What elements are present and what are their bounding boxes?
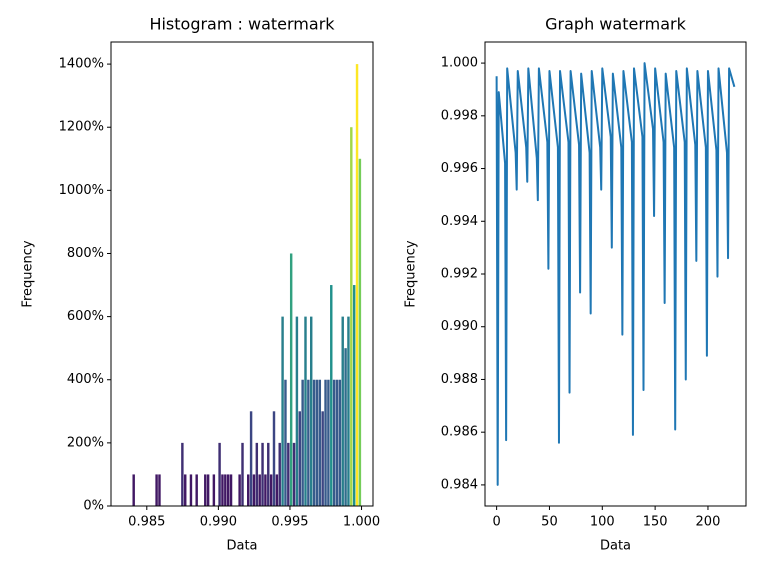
y-tick-label: 0.990 <box>441 319 478 334</box>
x-tick-label: 0.985 <box>128 515 165 530</box>
bar <box>307 379 310 506</box>
x-tick-label: 150 <box>643 515 668 530</box>
y-tick-label: 0.996 <box>441 161 478 176</box>
y-axis-label: Frequency <box>404 240 419 307</box>
bar <box>218 442 221 506</box>
bar <box>252 474 256 506</box>
bar <box>195 474 198 506</box>
bar <box>278 442 281 506</box>
bar <box>229 474 233 506</box>
bar <box>255 442 259 506</box>
bar <box>261 442 264 506</box>
y-tick-label: 1400% <box>59 57 104 72</box>
bar <box>327 379 330 506</box>
y-tick-label: 0.988 <box>441 372 478 387</box>
y-tick-label: 600% <box>67 309 104 324</box>
bar <box>238 474 241 506</box>
bar <box>304 316 307 506</box>
line-series <box>495 62 736 486</box>
bar <box>312 379 316 506</box>
bar <box>295 316 299 506</box>
x-tick-label: 100 <box>590 515 615 530</box>
bar <box>247 474 250 506</box>
bar <box>184 474 187 506</box>
bar <box>212 474 216 506</box>
y-tick-label: 0.998 <box>441 108 478 123</box>
axes-frame <box>110 41 374 507</box>
bar <box>258 474 261 506</box>
bar <box>298 411 301 506</box>
chart-title: Graph watermark <box>545 15 686 34</box>
bar <box>347 316 350 506</box>
y-tick-label: 0.994 <box>441 214 478 229</box>
y-tick-label: 0% <box>83 499 104 514</box>
bar <box>155 474 158 506</box>
bar <box>341 316 344 506</box>
bar <box>330 285 333 506</box>
bar <box>226 474 230 506</box>
bar <box>292 442 296 506</box>
x-tick-label: 0 <box>492 515 500 530</box>
bar <box>358 158 362 506</box>
bar <box>281 316 284 506</box>
bar <box>158 474 161 506</box>
y-tick-label: 0.992 <box>441 267 478 282</box>
x-tick-label: 0.995 <box>271 515 308 530</box>
bar <box>264 474 267 506</box>
bar <box>206 474 210 506</box>
bar <box>324 379 327 506</box>
x-axis-label: Data <box>600 539 631 554</box>
y-tick-label: 200% <box>67 435 104 450</box>
bar <box>224 474 227 506</box>
bar <box>269 474 273 506</box>
y-tick-label: 1.000 <box>441 56 478 71</box>
bar <box>321 411 324 506</box>
bar <box>181 442 184 506</box>
bar <box>221 474 224 506</box>
y-tick-label: 0.986 <box>441 425 478 440</box>
bar <box>315 379 319 506</box>
bar <box>287 442 290 506</box>
bar <box>332 379 336 506</box>
bar <box>350 127 353 506</box>
y-tick-label: 1200% <box>59 120 104 135</box>
axes-frame <box>484 41 747 507</box>
bar <box>355 64 359 506</box>
bar <box>352 285 356 506</box>
bar <box>335 379 339 506</box>
bar <box>284 379 287 506</box>
x-tick-label: 50 <box>541 515 558 530</box>
bar <box>275 474 279 506</box>
bar <box>267 442 270 506</box>
bar <box>249 411 253 506</box>
bar <box>204 474 207 506</box>
bar <box>301 379 304 506</box>
y-tick-label: 1000% <box>59 183 104 198</box>
bar <box>241 442 244 506</box>
x-tick-label: 200 <box>696 515 721 530</box>
bar <box>289 253 293 506</box>
y-tick-label: 400% <box>67 372 104 387</box>
bar <box>338 379 342 506</box>
x-tick-label: 1.000 <box>343 515 380 530</box>
y-axis-label: Frequency <box>21 240 36 307</box>
bar <box>318 379 322 506</box>
bar <box>272 411 276 506</box>
bar <box>344 348 347 506</box>
x-axis-label: Data <box>226 539 257 554</box>
x-tick-label: 0.990 <box>200 515 237 530</box>
bar <box>132 474 135 506</box>
y-tick-label: 0.984 <box>441 477 478 492</box>
bar <box>310 316 313 506</box>
y-tick-label: 800% <box>67 246 104 261</box>
bar <box>189 474 193 506</box>
chart-title: Histogram : watermark <box>149 15 335 34</box>
